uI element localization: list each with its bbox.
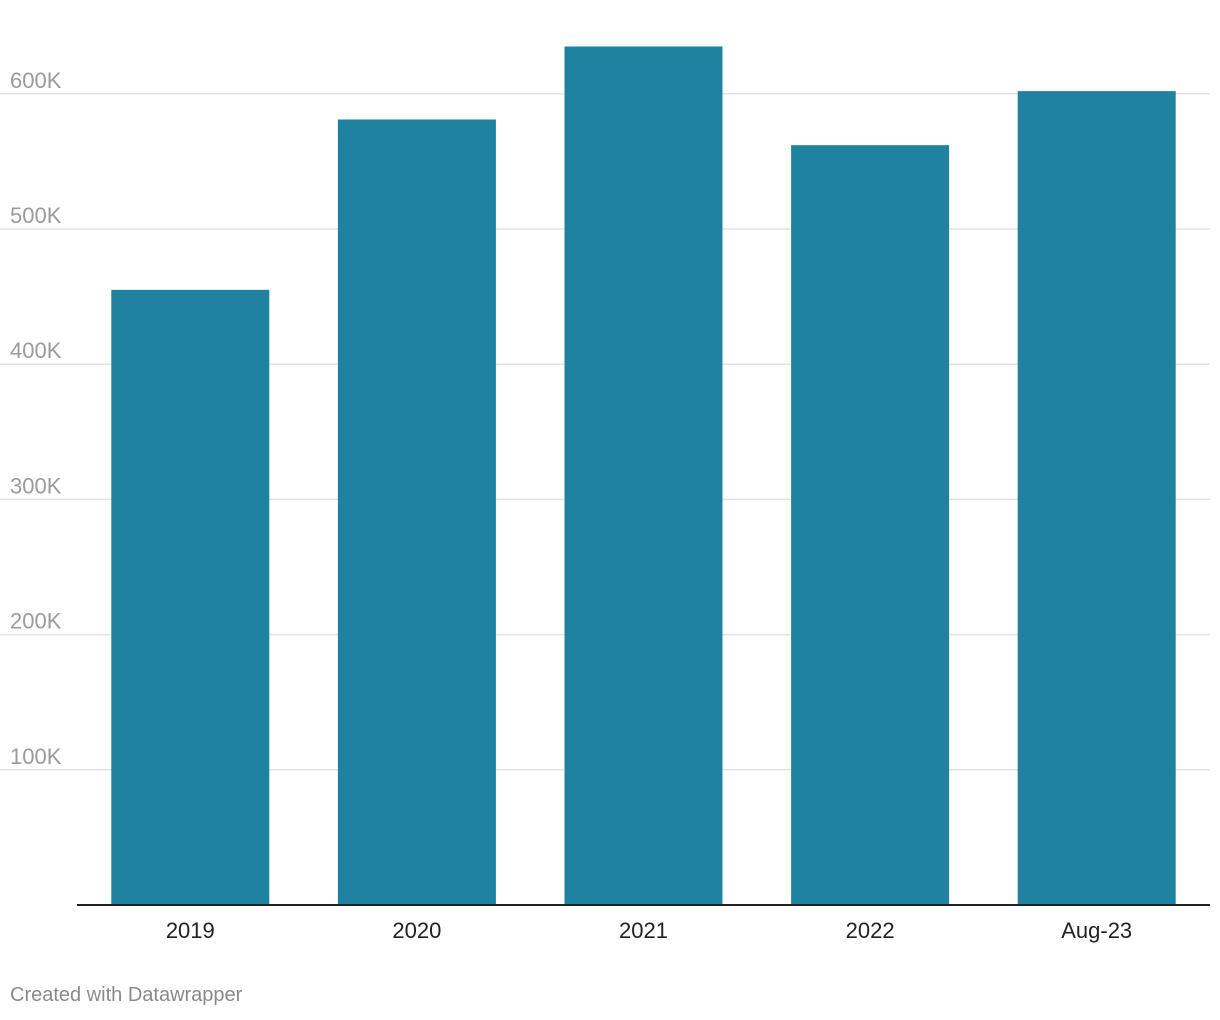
y-tick-label: 200K xyxy=(10,609,62,634)
bar-2019 xyxy=(111,289,270,906)
x-axis-ticks: 2019 2020 2021 2022 Aug-23 xyxy=(166,918,1132,943)
y-tick-label: 400K xyxy=(10,338,62,363)
bar-chart: 100K 200K 300K 400K 500K 600K 2019 2020 2021 202… xyxy=(0,46,1210,943)
y-tick-label: 300K xyxy=(10,473,62,498)
x-tick-label: 2020 xyxy=(392,918,441,943)
bar-2022 xyxy=(791,145,950,905)
credit-text: Created with Datawrapper xyxy=(10,984,243,1006)
bar-Aug-23 xyxy=(1017,91,1176,905)
y-tick-label: 600K xyxy=(10,68,62,93)
x-tick-label: Aug-23 xyxy=(1061,918,1132,943)
y-tick-label: 100K xyxy=(10,744,62,769)
x-tick-label: 2021 xyxy=(619,918,668,943)
bar-2021 xyxy=(564,46,723,906)
x-tick-label: 2022 xyxy=(846,918,895,943)
bar-2020 xyxy=(337,119,496,906)
y-tick-label: 500K xyxy=(10,203,62,228)
y-axis-ticks: 100K 200K 300K 400K 500K 600K xyxy=(10,68,62,769)
bars xyxy=(111,46,1176,906)
x-tick-label: 2019 xyxy=(166,918,215,943)
